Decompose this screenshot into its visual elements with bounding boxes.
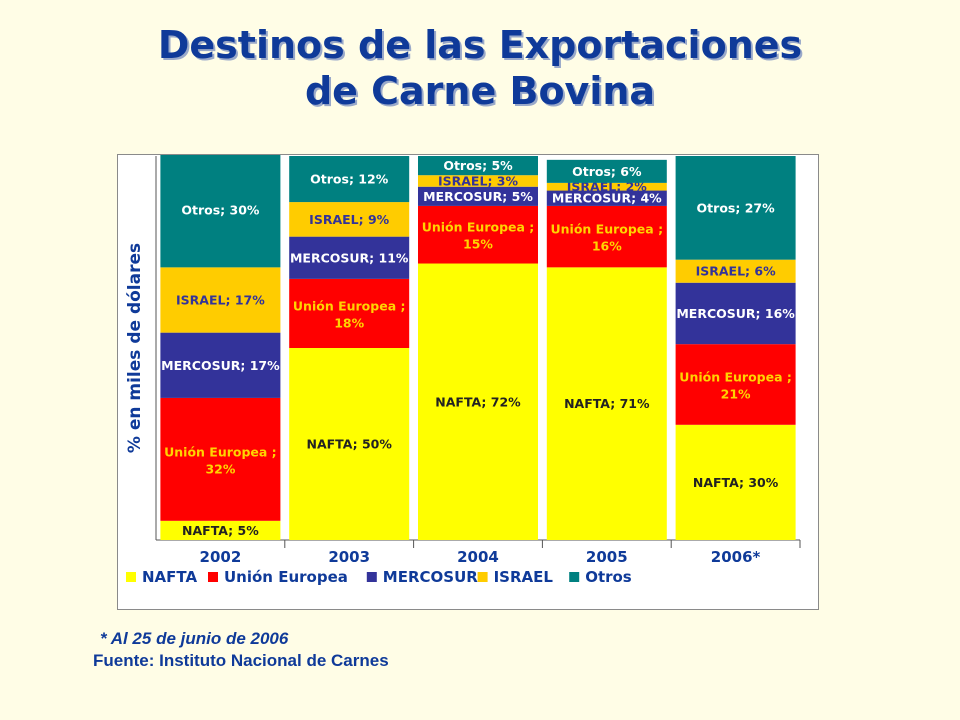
data-label-israel-2002: ISRAEL; 17% (176, 293, 265, 308)
data-label-mercosur-2005: MERCOSUR; 4% (552, 191, 662, 206)
legend-swatch-nafta (126, 572, 136, 582)
legend-label-mercosur: MERCOSUR (383, 568, 478, 586)
data-label-unión-europea-2004: Unión Europea ; 15% (422, 220, 535, 252)
data-label-mercosur-2006: MERCOSUR; 16% (676, 306, 795, 321)
legend-swatch-otros (569, 572, 580, 582)
bar-unión-europea-2004 (418, 205, 538, 264)
data-label-otros-2003: Otros; 12% (310, 172, 389, 187)
footnote: * Al 25 de junio de 2006 (100, 629, 289, 648)
data-label-israel-2004: ISRAEL; 3% (438, 173, 519, 188)
data-label-otros-2006: Otros; 27% (697, 200, 776, 215)
bar-otros-2002 (160, 155, 281, 268)
data-label-mercosur-2004: MERCOSUR; 5% (423, 189, 533, 204)
data-label-unión-europea-2003: Unión Europea ; 18% (293, 298, 406, 330)
bar-nafta-2004 (418, 263, 538, 540)
bar-unión-europea-2006 (675, 344, 796, 425)
bar-unión-europea-2003 (289, 278, 410, 348)
y-axis-title: % en miles de dólares (125, 243, 145, 453)
legend-label-unión-europea: Unión Europea (224, 568, 348, 586)
stacked-bar-chart: % en miles de dólares NAFTA; 5% Unión Euro… (125, 155, 801, 586)
bar-otros-2005 (546, 159, 667, 183)
bar-otros-2006 (675, 156, 796, 260)
x-tick-label-2005: 2005 (586, 548, 628, 566)
chart-area: % en miles de dólares NAFTA; 5% Unión Euro… (117, 154, 819, 610)
data-label-otros-2002: Otros; 30% (181, 202, 260, 217)
bar-mercosur-2006 (675, 282, 796, 345)
x-tick-label-2003: 2003 (328, 548, 370, 566)
data-label-unión-europea-2005: Unión Europea ; 16% (551, 222, 664, 254)
bar-israel-2006 (675, 259, 796, 283)
bar-mercosur-2004 (418, 186, 538, 206)
data-label-israel-2005: ISRAEL; 2% (567, 179, 648, 194)
data-label-mercosur-2002: MERCOSUR; 17% (161, 358, 280, 373)
data-label-nafta-2003: NAFTA; 50% (306, 437, 392, 452)
legend-label-otros: Otros (585, 568, 632, 586)
bar-unión-europea-2005 (546, 205, 667, 268)
title-line-1: Destinos de las Exportaciones (157, 23, 803, 67)
data-label-unión-europea-2006: Unión Europea ; 21% (679, 369, 792, 401)
legend-swatch-israel (477, 572, 488, 582)
bar-unión-europea-2002 (160, 397, 281, 521)
x-tick-label-2004: 2004 (457, 548, 499, 566)
bar-nafta-2005 (546, 267, 667, 540)
data-label-nafta-2004: NAFTA; 72% (435, 394, 521, 409)
bar-israel-2002 (160, 267, 281, 333)
bar-israel-2003 (289, 202, 410, 237)
bar-israel-2004 (418, 175, 538, 187)
bar-mercosur-2002 (160, 332, 281, 398)
legend-swatch-mercosur (366, 572, 377, 582)
data-label-otros-2005: Otros; 6% (572, 164, 642, 179)
legend-swatch-unión-europea (208, 572, 218, 582)
bar-nafta-2003 (289, 348, 410, 540)
title-line-2: de Carne Bovina (304, 69, 656, 113)
bar-otros-2003 (289, 156, 410, 203)
data-label-israel-2003: ISRAEL; 9% (309, 212, 390, 227)
x-tick-label-2006: 2006* (711, 548, 761, 566)
bar-nafta-2006 (675, 424, 796, 540)
bar-mercosur-2005 (546, 190, 667, 206)
data-label-unión-europea-2002: Unión Europea ; 32% (164, 444, 277, 476)
bar-mercosur-2003 (289, 236, 410, 279)
bar-nafta-2002 (160, 520, 281, 540)
data-label-nafta-2002: NAFTA; 5% (182, 523, 259, 538)
x-tick-label-2002: 2002 (200, 548, 242, 566)
source-note: Fuente: Instituto Nacional de Carnes (93, 651, 389, 670)
data-label-mercosur-2003: MERCOSUR; 11% (290, 250, 409, 265)
bar-otros-2004 (418, 156, 538, 176)
slide-title: Destinos de las Exportaciones de Carne B… (0, 22, 960, 114)
bar-israel-2005 (546, 182, 667, 191)
legend-label-israel: ISRAEL (494, 568, 554, 586)
data-label-israel-2006: ISRAEL; 6% (696, 264, 777, 279)
legend-label-nafta: NAFTA (142, 568, 197, 586)
data-label-nafta-2006: NAFTA; 30% (693, 475, 779, 490)
data-label-nafta-2005: NAFTA; 71% (564, 396, 650, 411)
data-label-otros-2004: Otros; 5% (443, 158, 513, 173)
